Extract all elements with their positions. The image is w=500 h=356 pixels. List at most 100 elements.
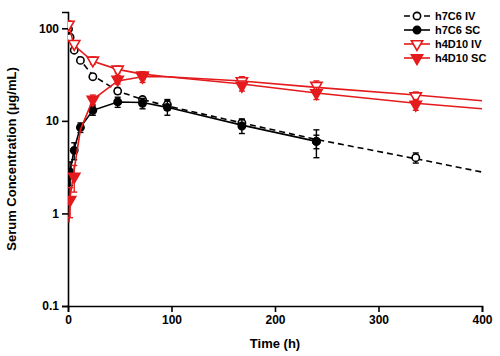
- marker: [77, 57, 84, 64]
- marker: [69, 41, 80, 51]
- error-cap: [164, 115, 170, 116]
- error-cap: [68, 187, 73, 188]
- legend-item: h4D10 IV: [404, 38, 482, 51]
- error-cap: [313, 80, 319, 81]
- legend-marker: [411, 55, 422, 65]
- marker: [139, 100, 146, 107]
- error-bar: [140, 98, 146, 108]
- legend-label: h4D10 SC: [435, 52, 486, 64]
- error-cap: [71, 165, 77, 166]
- error-bar: [313, 130, 319, 158]
- tick: 1: [52, 207, 68, 221]
- tick: 100: [39, 22, 68, 36]
- error-cap: [313, 157, 319, 158]
- tick-label: 400: [472, 313, 492, 327]
- error-cap: [239, 119, 245, 120]
- marker: [311, 90, 322, 100]
- legend-label: h7C6 IV: [435, 10, 476, 22]
- tick-mark: [275, 306, 277, 312]
- error-cap: [413, 162, 419, 163]
- tick-mark: [62, 28, 68, 30]
- fit-line: [69, 77, 482, 223]
- marker: [68, 21, 74, 31]
- axis-line: [62, 13, 69, 307]
- error-cap: [115, 107, 121, 108]
- x-axis-title: Time (h): [250, 336, 300, 351]
- tick: 400: [472, 306, 492, 327]
- fit-line: [69, 102, 316, 197]
- error-bar: [239, 120, 245, 134]
- error-cap: [239, 133, 245, 134]
- error-cap: [71, 142, 77, 143]
- tick: 100: [162, 306, 182, 327]
- tick-label: 200: [265, 313, 285, 327]
- error-cap: [413, 99, 419, 100]
- error-cap: [313, 129, 319, 130]
- tick-mark: [62, 213, 68, 215]
- error-cap: [140, 71, 146, 72]
- tick: 300: [369, 306, 389, 327]
- error-cap: [313, 87, 319, 88]
- error-cap: [68, 161, 73, 162]
- plot: 0 100 200 300 400 0.1 1 10 100: [39, 13, 493, 327]
- error-bar: [115, 88, 121, 94]
- tick: 10: [46, 114, 68, 128]
- y-axis-title: Serum Concentration (μg/mL): [4, 67, 19, 250]
- series: [68, 21, 482, 103]
- error-bar: [115, 97, 121, 107]
- chart: 0 100 200 300 400 0.1 1 10 100 Time (h) Serum Conc…: [0, 0, 500, 356]
- marker: [238, 122, 245, 129]
- axis-line: [69, 307, 483, 313]
- tick-mark: [62, 306, 68, 308]
- fit-line: [68, 28, 482, 172]
- marker: [164, 104, 171, 111]
- legend-marker: [413, 12, 420, 19]
- tick: 0.1: [42, 299, 68, 313]
- error-cap: [140, 108, 146, 109]
- marker: [137, 73, 148, 83]
- marker: [412, 154, 419, 161]
- legend-item: h4D10 SC: [404, 52, 486, 65]
- legend: h7C6 IV h7C6 SC h4D10 IV h4D10 SC: [404, 10, 486, 65]
- error-cap: [239, 80, 245, 81]
- marker: [410, 101, 421, 111]
- marker: [87, 57, 98, 67]
- tick-label: 100: [39, 22, 59, 36]
- series: [68, 72, 482, 223]
- y-axis: 0.1 1 10 100: [39, 13, 69, 314]
- marker: [87, 96, 98, 106]
- error-bar: [164, 100, 170, 111]
- error-cap: [71, 191, 77, 192]
- marker: [114, 87, 121, 94]
- series: [68, 25, 482, 172]
- tick-label: 100: [162, 313, 182, 327]
- tick: 200: [265, 306, 285, 327]
- marker: [313, 138, 320, 145]
- legend-label: h4D10 IV: [435, 38, 482, 50]
- x-axis: 0 100 200 300 400: [65, 306, 493, 327]
- tick-label: 300: [369, 313, 389, 327]
- legend-item: h7C6 IV: [404, 10, 476, 22]
- marker: [68, 197, 76, 207]
- tick-mark: [62, 121, 68, 123]
- fit-line: [68, 23, 482, 101]
- legend-marker: [413, 26, 420, 33]
- tick-mark: [171, 306, 173, 312]
- marker: [313, 138, 320, 145]
- error-cap: [140, 71, 146, 72]
- marker: [112, 66, 123, 76]
- tick-label: 10: [46, 114, 60, 128]
- error-bar: [413, 153, 419, 163]
- legend-label: h7C6 SC: [435, 24, 480, 36]
- error-cap: [68, 217, 73, 218]
- tick-mark: [378, 306, 380, 312]
- marker: [236, 82, 247, 92]
- error-bar: [164, 101, 170, 116]
- plot-area: [68, 21, 482, 222]
- tick-label: 0.1: [42, 299, 59, 313]
- marker: [112, 76, 123, 86]
- marker: [89, 73, 96, 80]
- tick-label: 0: [65, 313, 72, 327]
- marker: [69, 173, 80, 183]
- error-cap: [164, 99, 170, 100]
